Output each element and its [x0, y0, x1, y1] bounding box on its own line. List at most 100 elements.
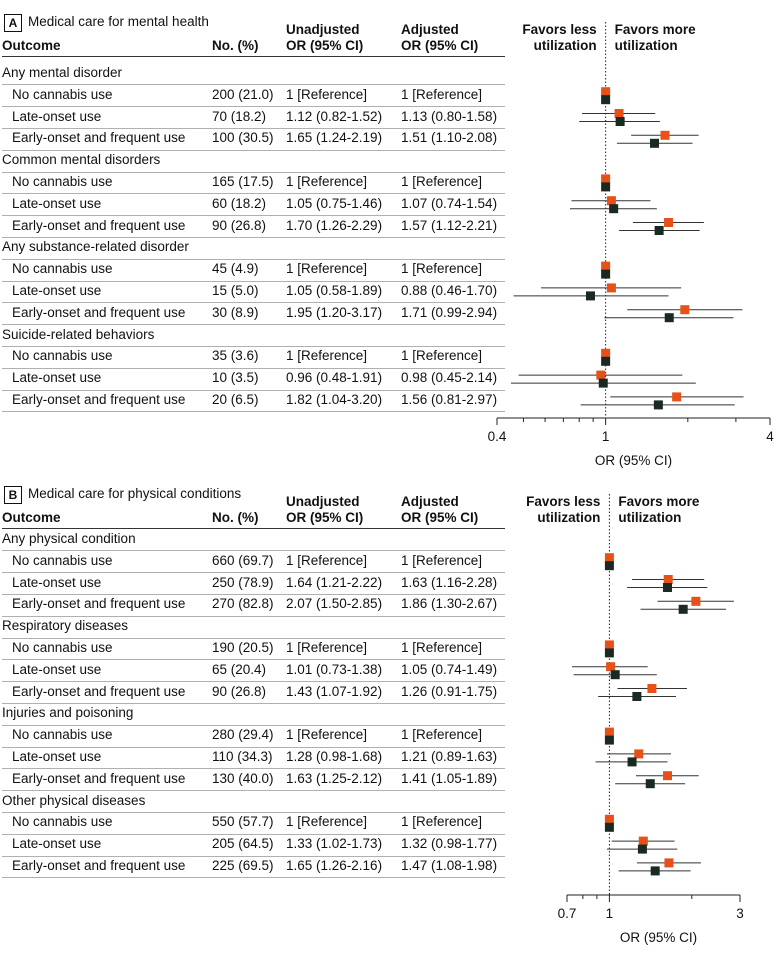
- point-unadjusted: [606, 283, 616, 293]
- row-rule: [2, 593, 505, 595]
- favors-more-label: Favors more: [618, 494, 700, 509]
- row-unadjusted-or: 1.43 (1.07-1.92): [286, 683, 383, 699]
- row-label: No cannabis use: [12, 640, 113, 655]
- point-unadjusted: [606, 196, 616, 206]
- row-unadjusted-or: 1 [Reference]: [286, 348, 368, 364]
- row-adjusted-or: 1.21 (0.89-1.63): [401, 749, 498, 764]
- row-rule: [2, 345, 505, 347]
- group-label: Suicide-related behaviors: [2, 326, 155, 342]
- row-label: Early-onset and frequent use: [12, 217, 186, 233]
- row-adjusted-or: 1.56 (0.81-2.97): [401, 392, 498, 407]
- row-label: Late-onset use: [12, 108, 102, 124]
- row-rule: [2, 855, 505, 857]
- favors-less-label-line2: utilization: [537, 510, 601, 525]
- row-n: 200 (21.0): [212, 86, 274, 102]
- x-tick-label: 1: [606, 906, 614, 921]
- x-axis-label: OR (95% CI): [595, 453, 672, 468]
- point-unadjusted: [634, 749, 644, 759]
- row-label: Late-onset use: [12, 574, 102, 590]
- panel-title: Medical care for mental health: [28, 14, 209, 29]
- point-adjusted: [654, 226, 664, 235]
- row-n: 70 (18.2): [212, 108, 267, 124]
- group-label: Any substance-related disorder: [2, 239, 189, 255]
- row-n: 660 (69.7): [212, 552, 274, 568]
- point-adjusted: [609, 204, 619, 214]
- point-unadjusted: [664, 858, 674, 868]
- row-adjusted-or: 1 [Reference]: [401, 348, 483, 364]
- header-rule: [2, 528, 505, 529]
- row-adjusted-or: 1.86 (1.30-2.67): [401, 596, 498, 612]
- favors-more-label-line2: utilization: [618, 510, 682, 525]
- point-adjusted: [601, 269, 611, 279]
- row-rule: [2, 790, 505, 792]
- row-adjusted-or: 1.05 (0.74-1.49): [401, 661, 498, 677]
- row-n: 30 (8.9): [212, 304, 259, 320]
- row-label: Early-onset and frequent use: [12, 596, 186, 612]
- row-unadjusted-or: 0.96 (0.48-1.91): [286, 370, 383, 386]
- point-adjusted: [632, 692, 642, 701]
- row-adjusted-or: 0.88 (0.46-1.70): [401, 283, 498, 298]
- column-header-adjusted: Adjusted: [401, 494, 459, 509]
- point-unadjusted: [604, 553, 614, 563]
- row-adjusted-or: 1 [Reference]: [401, 814, 483, 830]
- header-rule: [2, 56, 505, 57]
- row-rule: [2, 280, 505, 282]
- row-n: 280 (29.4): [212, 727, 274, 743]
- point-unadjusted: [601, 87, 611, 97]
- row-rule: [2, 149, 505, 151]
- panel-title: Medical care for physical conditions: [28, 486, 242, 501]
- point-adjusted: [637, 844, 647, 854]
- point-adjusted: [604, 822, 614, 832]
- point-unadjusted: [647, 684, 657, 693]
- point-unadjusted: [660, 130, 670, 140]
- row-n: 130 (40.0): [212, 770, 274, 786]
- row-adjusted-or: 1 [Reference]: [401, 86, 483, 102]
- row-unadjusted-or: 1 [Reference]: [286, 640, 368, 655]
- point-unadjusted: [604, 640, 614, 650]
- row-unadjusted-or: 1 [Reference]: [286, 727, 368, 743]
- point-adjusted: [601, 182, 611, 192]
- point-adjusted: [598, 378, 608, 388]
- point-unadjusted: [601, 174, 611, 184]
- x-tick-label: 3: [736, 906, 744, 921]
- row-label: Late-onset use: [12, 283, 102, 298]
- row-rule: [2, 659, 505, 661]
- row-rule: [2, 193, 505, 195]
- row-adjusted-or: 1.57 (1.12-2.21): [401, 217, 498, 233]
- row-rule: [2, 746, 505, 748]
- point-adjusted: [585, 291, 595, 301]
- point-unadjusted: [604, 727, 614, 737]
- row-rule: [2, 389, 505, 391]
- row-n: 65 (20.4): [212, 661, 267, 677]
- column-header-adjusted-ci: OR (95% CI): [401, 510, 479, 525]
- point-unadjusted: [638, 836, 648, 846]
- point-adjusted: [664, 313, 674, 323]
- row-adjusted-or: 1 [Reference]: [401, 552, 483, 568]
- point-unadjusted: [601, 348, 611, 358]
- row-label: Early-onset and frequent use: [12, 304, 186, 320]
- column-header-unadjusted: Unadjusted: [286, 494, 360, 509]
- row-n: 10 (3.5): [212, 370, 259, 386]
- point-adjusted: [627, 757, 637, 767]
- row-label: Late-onset use: [12, 195, 102, 211]
- favors-less-label-line2: utilization: [533, 38, 597, 53]
- row-n: 270 (82.8): [212, 596, 274, 612]
- row-adjusted-or: 1.51 (1.10-2.08): [401, 130, 498, 146]
- x-tick-label: 0.7: [558, 906, 577, 921]
- forest-plot: 0.4 1 4 OR (95% CI): [488, 22, 774, 468]
- row-rule: [2, 411, 505, 413]
- column-header-unadjusted-ci: OR (95% CI): [286, 510, 364, 525]
- row-unadjusted-or: 1 [Reference]: [286, 174, 368, 189]
- row-label: No cannabis use: [12, 814, 113, 830]
- row-rule: [2, 572, 505, 574]
- row-adjusted-or: 1.63 (1.16-2.28): [401, 574, 498, 590]
- point-adjusted: [678, 604, 688, 614]
- point-unadjusted: [691, 596, 701, 606]
- point-adjusted: [604, 735, 614, 745]
- row-label: No cannabis use: [12, 86, 113, 102]
- point-adjusted: [645, 779, 655, 789]
- group-label: Other physical diseases: [2, 792, 146, 808]
- row-rule: [2, 637, 505, 639]
- row-unadjusted-or: 1.95 (1.20-3.17): [286, 304, 383, 320]
- point-unadjusted: [606, 662, 616, 672]
